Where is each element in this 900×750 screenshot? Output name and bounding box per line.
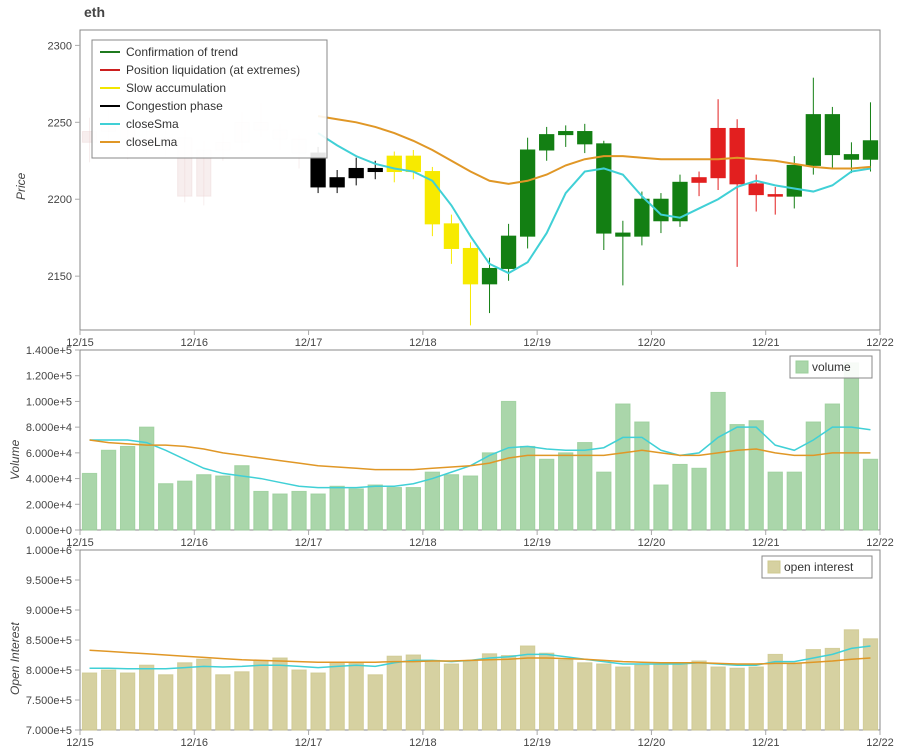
- svg-text:closeLma: closeLma: [126, 135, 178, 149]
- svg-text:7.500e+5: 7.500e+5: [26, 695, 72, 707]
- svg-text:12/16: 12/16: [181, 337, 209, 349]
- svg-text:open interest: open interest: [784, 560, 854, 574]
- svg-text:12/22: 12/22: [866, 537, 894, 549]
- svg-text:Congestion phase: Congestion phase: [126, 99, 223, 113]
- svg-text:1.000e+6: 1.000e+6: [26, 545, 72, 557]
- svg-text:2150: 2150: [48, 271, 72, 283]
- chart-figure: { "title": "eth", "layout": { "figure_si…: [0, 0, 900, 750]
- svg-text:12/17: 12/17: [295, 737, 323, 749]
- svg-text:6.000e+4: 6.000e+4: [26, 448, 72, 460]
- volume-legend: volume: [790, 356, 872, 378]
- svg-text:8.000e+4: 8.000e+4: [26, 422, 72, 434]
- svg-text:12/18: 12/18: [409, 537, 437, 549]
- svg-text:closeSma: closeSma: [126, 117, 179, 131]
- svg-text:12/18: 12/18: [409, 737, 437, 749]
- svg-text:2250: 2250: [48, 117, 72, 129]
- svg-text:2.000e+4: 2.000e+4: [26, 499, 72, 511]
- svg-text:12/19: 12/19: [523, 537, 551, 549]
- svg-text:Slow accumulation: Slow accumulation: [126, 81, 226, 95]
- svg-text:12/18: 12/18: [409, 337, 437, 349]
- svg-text:Position liquidation (at extre: Position liquidation (at extremes): [126, 63, 300, 77]
- svg-text:2200: 2200: [48, 194, 72, 206]
- svg-text:volume: volume: [812, 360, 851, 374]
- svg-text:12/17: 12/17: [295, 537, 323, 549]
- svg-text:12/20: 12/20: [638, 737, 666, 749]
- svg-text:0.000e+0: 0.000e+0: [26, 525, 72, 537]
- chart-svg: 2150 2200 2250 2300 12/15 12/16 12/17 12/18 12/1…: [0, 0, 900, 750]
- svg-text:12/20: 12/20: [638, 337, 666, 349]
- svg-text:12/21: 12/21: [752, 537, 780, 549]
- svg-text:12/21: 12/21: [752, 737, 780, 749]
- svg-text:4.000e+4: 4.000e+4: [26, 474, 72, 486]
- svg-text:12/22: 12/22: [866, 337, 894, 349]
- svg-text:9.000e+5: 9.000e+5: [26, 605, 72, 617]
- svg-text:12/19: 12/19: [523, 737, 551, 749]
- svg-text:Confirmation of trend: Confirmation of trend: [126, 45, 238, 59]
- svg-text:12/20: 12/20: [638, 537, 666, 549]
- svg-text:1.400e+5: 1.400e+5: [26, 345, 72, 357]
- svg-text:8.000e+5: 8.000e+5: [26, 665, 72, 677]
- svg-text:12/17: 12/17: [295, 337, 323, 349]
- svg-text:7.000e+5: 7.000e+5: [26, 725, 72, 737]
- svg-text:2300: 2300: [48, 40, 72, 52]
- svg-text:12/15: 12/15: [66, 737, 94, 749]
- svg-text:12/16: 12/16: [181, 537, 209, 549]
- svg-text:8.500e+5: 8.500e+5: [26, 635, 72, 647]
- svg-text:1.000e+5: 1.000e+5: [26, 396, 72, 408]
- price-legend: Confirmation of trend Position liquidatio…: [92, 40, 327, 158]
- oi-legend: open interest: [762, 556, 872, 578]
- svg-text:12/16: 12/16: [181, 737, 209, 749]
- oi-bars: [82, 630, 877, 730]
- svg-text:1.200e+5: 1.200e+5: [26, 371, 72, 383]
- svg-text:12/21: 12/21: [752, 337, 780, 349]
- svg-text:12/19: 12/19: [523, 337, 551, 349]
- svg-text:12/22: 12/22: [866, 737, 894, 749]
- svg-text:9.500e+5: 9.500e+5: [26, 575, 72, 587]
- volume-bars: [82, 363, 877, 530]
